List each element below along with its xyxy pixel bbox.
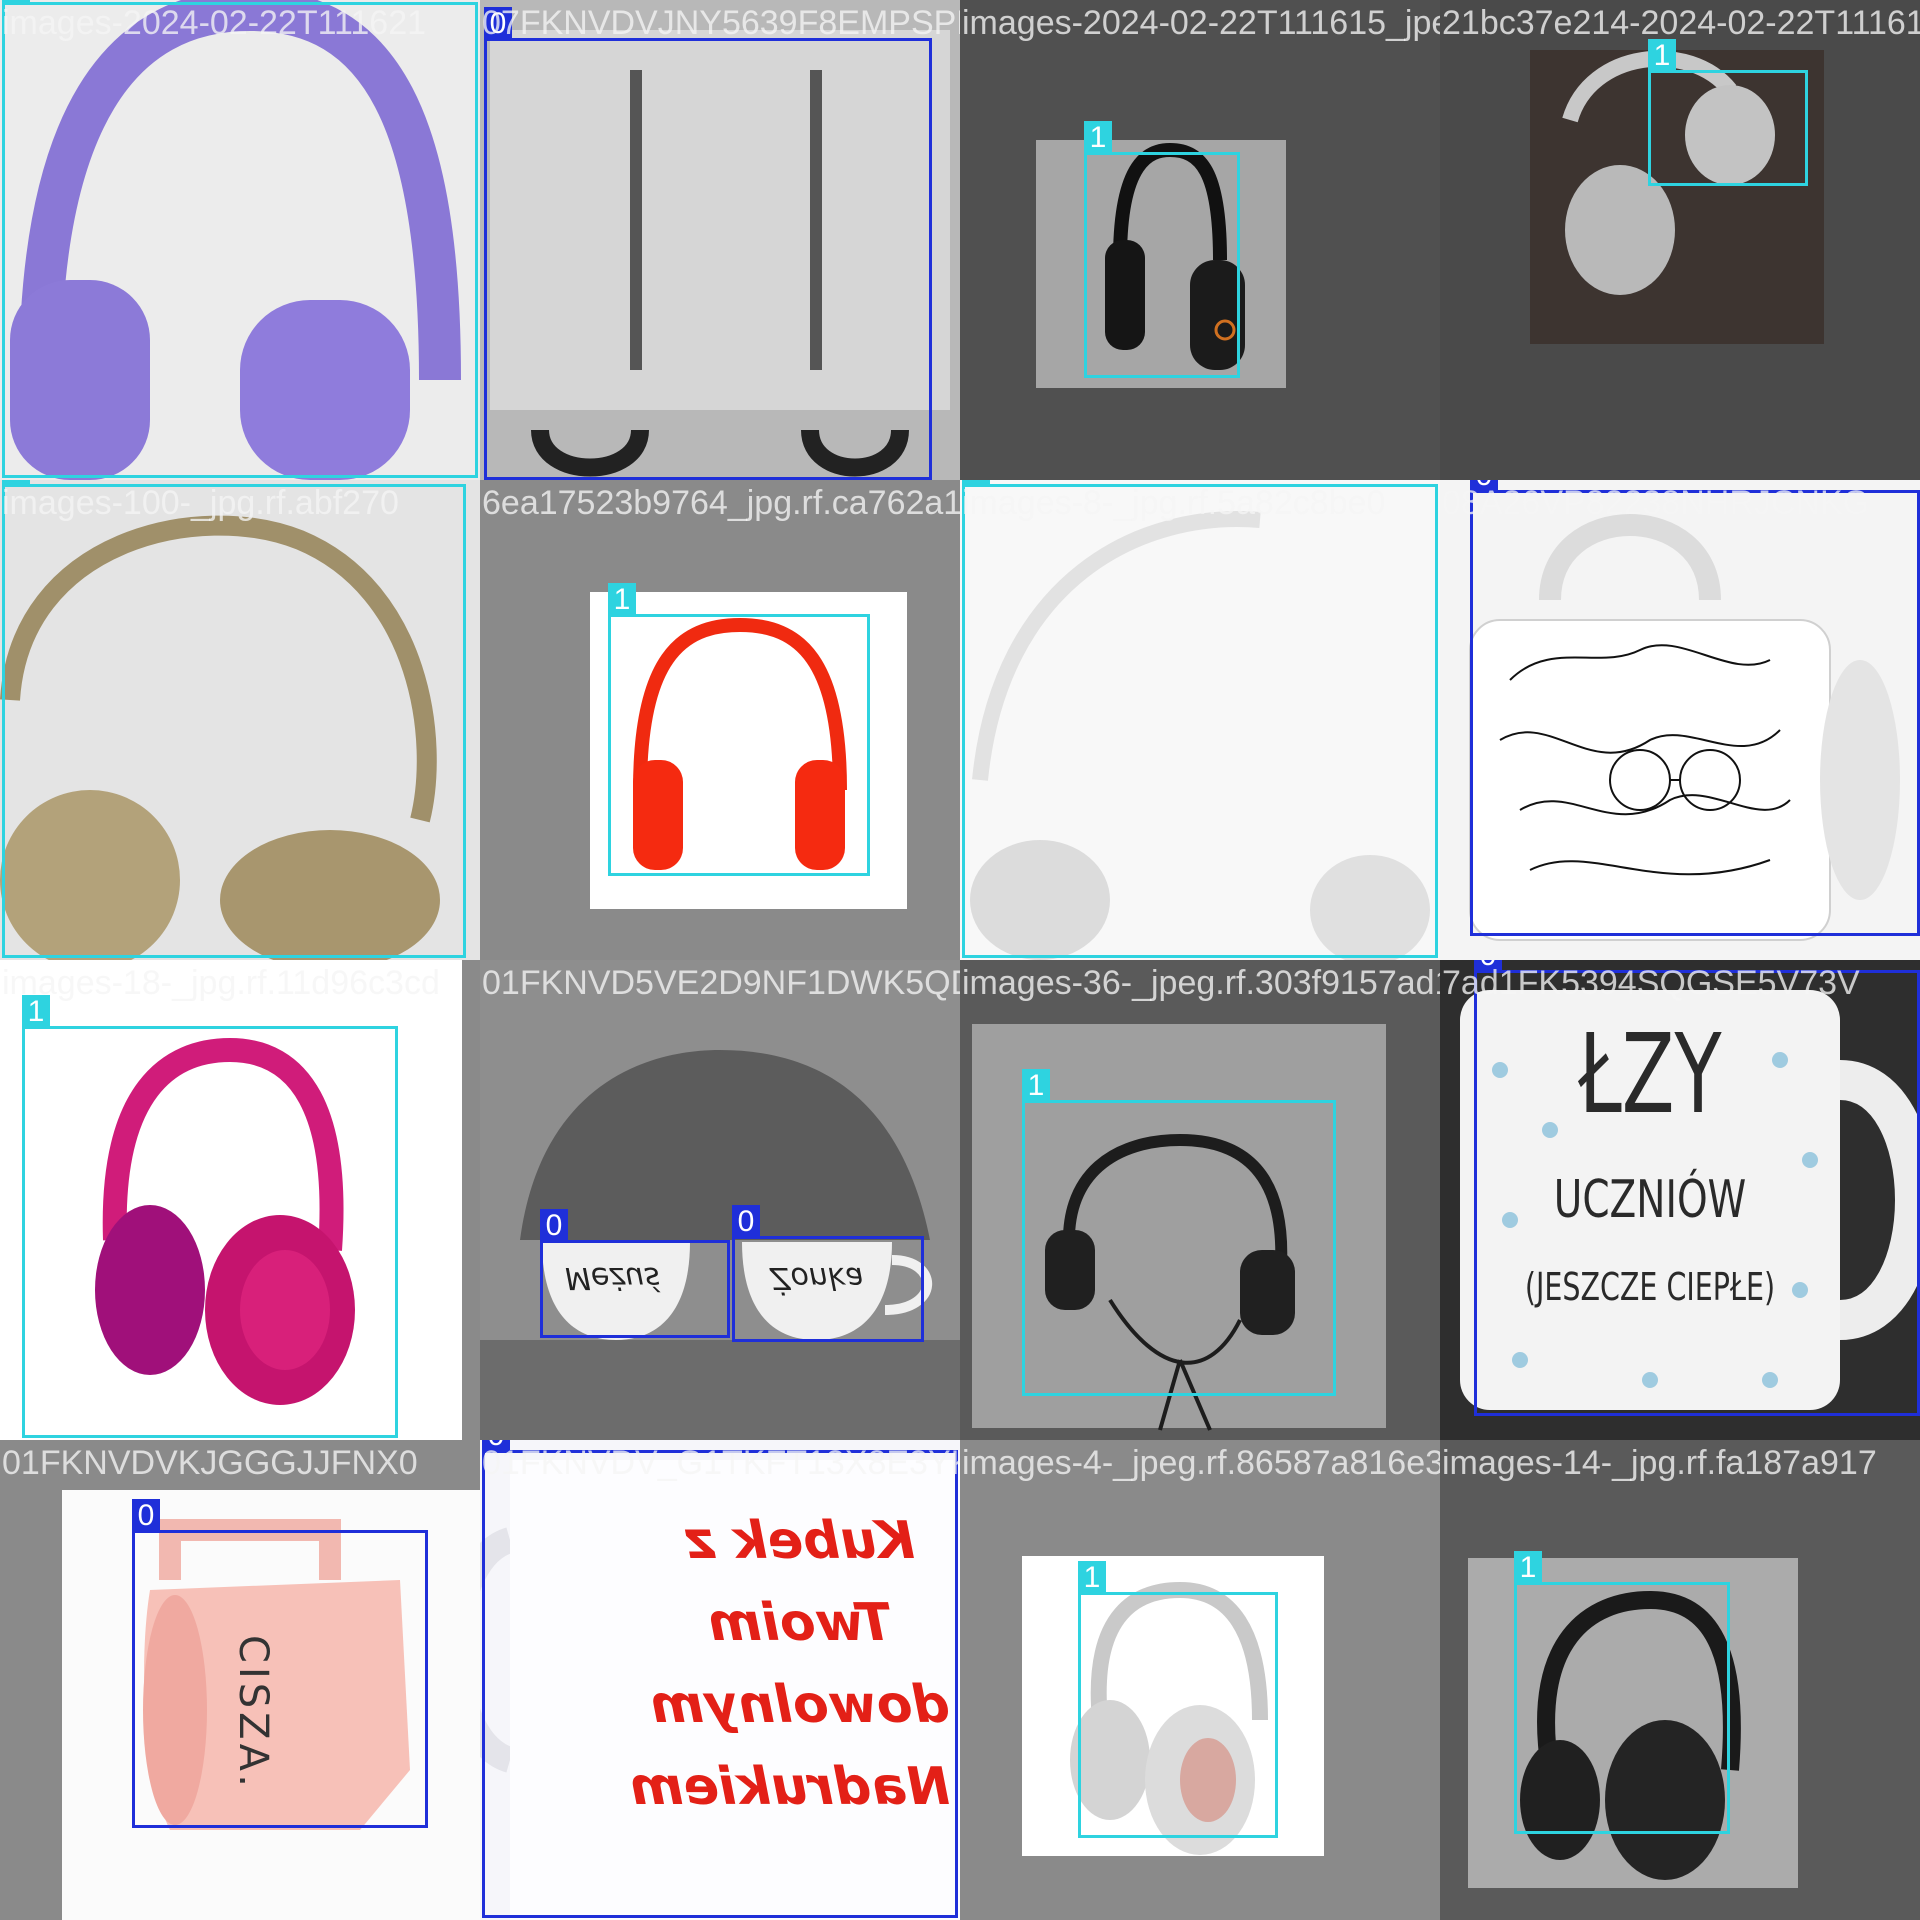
tile: images-8-_jpg.rf.5a82c8be0 1 [960, 480, 1440, 960]
bbox-headphones: 1 [962, 480, 1438, 958]
headphones-pink-image [95, 1037, 355, 1405]
headphones-purple-image [10, 0, 461, 480]
headphones-silver-white-image [1070, 1581, 1268, 1855]
tile: Meżuś Żonka 01FKNVD5VE2D9NF1DWK5QDPTG3A_… [480, 960, 960, 1440]
class-label: 0 [482, 1440, 510, 1453]
bbox-headphones: 1 [2, 480, 466, 958]
class-label: 1 [2, 480, 30, 487]
mug-grey-image [490, 30, 950, 477]
class-label: 0 [1474, 960, 1502, 973]
tile: 08A26VP82238NHRJCNKG 0 [1440, 480, 1920, 960]
bbox-cup: 0 [540, 1209, 730, 1338]
class-label: 0 [732, 1205, 760, 1239]
headphones-gold-image [0, 515, 440, 960]
bbox-mug: 0 [1474, 960, 1920, 1416]
tile: images-2024-02-22T111621 1 [0, 0, 480, 480]
mug-cat-drawing-image [1469, 514, 1900, 941]
bbox-headphones: 1 [2, 0, 478, 478]
class-label: 1 [1514, 1551, 1542, 1585]
headphones-white-image [970, 511, 1430, 960]
class-label: 1 [1084, 121, 1112, 155]
tile: ŁZY UCZNIÓW (JESZCZE CIEPŁE) 7ad1FK5394S… [1440, 960, 1920, 1440]
bbox-headphones: 1 [1078, 1561, 1278, 1838]
cups-couple-image [480, 1050, 960, 1440]
tile: 6ea17523b9764_jpg.rf.ca762a13 1 [480, 480, 960, 960]
class-label: 1 [1648, 39, 1676, 73]
bbox-headphones: 1 [1022, 1069, 1336, 1396]
bbox-cup: 0 [732, 1205, 924, 1342]
bbox-mug: 0 [132, 1499, 428, 1828]
headphones-wired-image [1045, 1133, 1295, 1431]
mug-text-lzy: ŁZY [1578, 1010, 1722, 1138]
class-label: 1 [2, 0, 30, 5]
tile: images-100-_jpg.rf.abf270 1 [0, 480, 480, 960]
tile: images-2024-02-22T111615_jpeg.rf.3bef68e… [960, 0, 1440, 480]
mug-text-uczniow: UCZNIÓW [1553, 1170, 1747, 1230]
headphones-red-image [633, 617, 847, 870]
tile: 07FKNVDVJNY5639F8EMPSPFFA0C929_jpg.rf.3b… [480, 0, 960, 480]
class-label: 1 [1022, 1069, 1050, 1103]
bbox-mug: 0 [484, 7, 932, 480]
class-label: 0 [132, 1499, 160, 1533]
class-label: 1 [608, 583, 636, 617]
tile: 21bc37e214-2024-02-22T111615 1 [1440, 0, 1920, 480]
tile: images-14-_jpg.rf.fa187a917 1 [1440, 1440, 1920, 1920]
bbox-headphones: 1 [1648, 39, 1808, 186]
mug-custom-print-image [480, 1460, 960, 1920]
tile: images-18-_jpg.rf.11d96c3cd 1 [0, 960, 480, 1440]
bbox-mug: 0 [1470, 480, 1920, 936]
bbox-headphones: 1 [1514, 1551, 1730, 1834]
class-label: 0 [540, 1209, 568, 1243]
bbox-headphones: 1 [1084, 121, 1240, 378]
class-label: 0 [484, 7, 512, 41]
mug-text-jeszcze: (JESZCZE CIEPŁE) [1524, 1265, 1776, 1309]
mug-lzy-image [1460, 990, 1920, 1410]
tile: images-4-_jpeg.rf.86587a816e3a07e34 1 [960, 1440, 1440, 1920]
bbox-headphones: 1 [22, 995, 398, 1438]
headphones-black-image [1105, 142, 1245, 370]
tile: images-36-_jpeg.rf.303f9157ad1 1 [960, 960, 1440, 1440]
tile: CISZA. 01FKNVDVKJGGGJJFNX0 0 [0, 1440, 480, 1920]
tile: Kubek z Twoim dowolnym Nadrukiem 01FKNVD… [480, 1440, 960, 1920]
class-label: 1 [1078, 1561, 1106, 1595]
class-label: 0 [1470, 480, 1498, 493]
class-label: 1 [962, 480, 990, 487]
headphones-silver-image [1562, 50, 1775, 295]
bbox-mug: 0 [482, 1440, 958, 1918]
bbox-headphones: 1 [608, 583, 870, 876]
class-label: 1 [22, 995, 50, 1029]
